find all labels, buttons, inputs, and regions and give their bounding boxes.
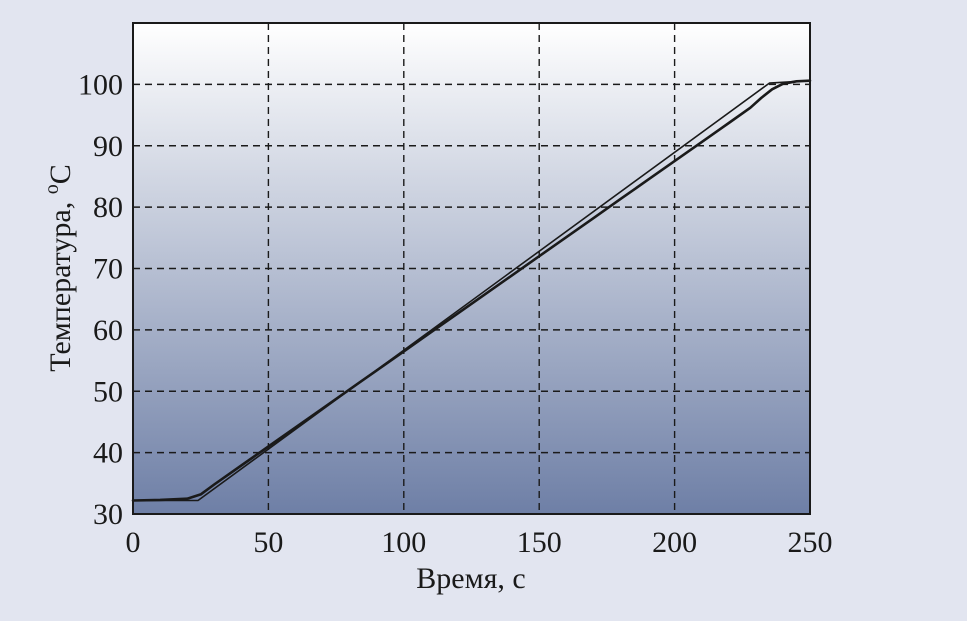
y-tick-label: 80 [93, 191, 123, 224]
y-tick-label: 90 [93, 130, 123, 163]
y-axis-title-prefix: Температура, [44, 194, 77, 371]
plot-frame [132, 22, 811, 515]
series-line-measured [131, 79, 812, 502]
x-axis-title: Время, с [416, 562, 525, 595]
y-tick-labels: 30 40 50 60 70 80 90 100 [78, 68, 123, 531]
series-line-fit [132, 79, 811, 502]
x-tick-label: 100 [381, 526, 426, 559]
x-tick-label: 150 [517, 526, 562, 559]
x-tick-labels: 0 50 100 150 200 250 [126, 526, 833, 559]
y-tick-label: 40 [93, 437, 123, 470]
grid-lines [133, 23, 810, 514]
y-axis-title-superscript: o [41, 184, 63, 194]
y-tick-label: 50 [93, 375, 123, 408]
x-tick-label: 250 [788, 526, 833, 559]
x-tick-label: 0 [126, 526, 141, 559]
x-tick-label: 50 [253, 526, 283, 559]
x-tick-label: 200 [652, 526, 697, 559]
series-lines [131, 79, 812, 502]
y-tick-label: 60 [93, 314, 123, 347]
y-tick-label: 70 [93, 253, 123, 286]
y-axis-title: Температура, oC [41, 164, 77, 371]
y-axis-title-suffix: C [44, 164, 77, 184]
y-tick-label: 100 [78, 68, 123, 101]
y-tick-label: 30 [93, 498, 123, 531]
